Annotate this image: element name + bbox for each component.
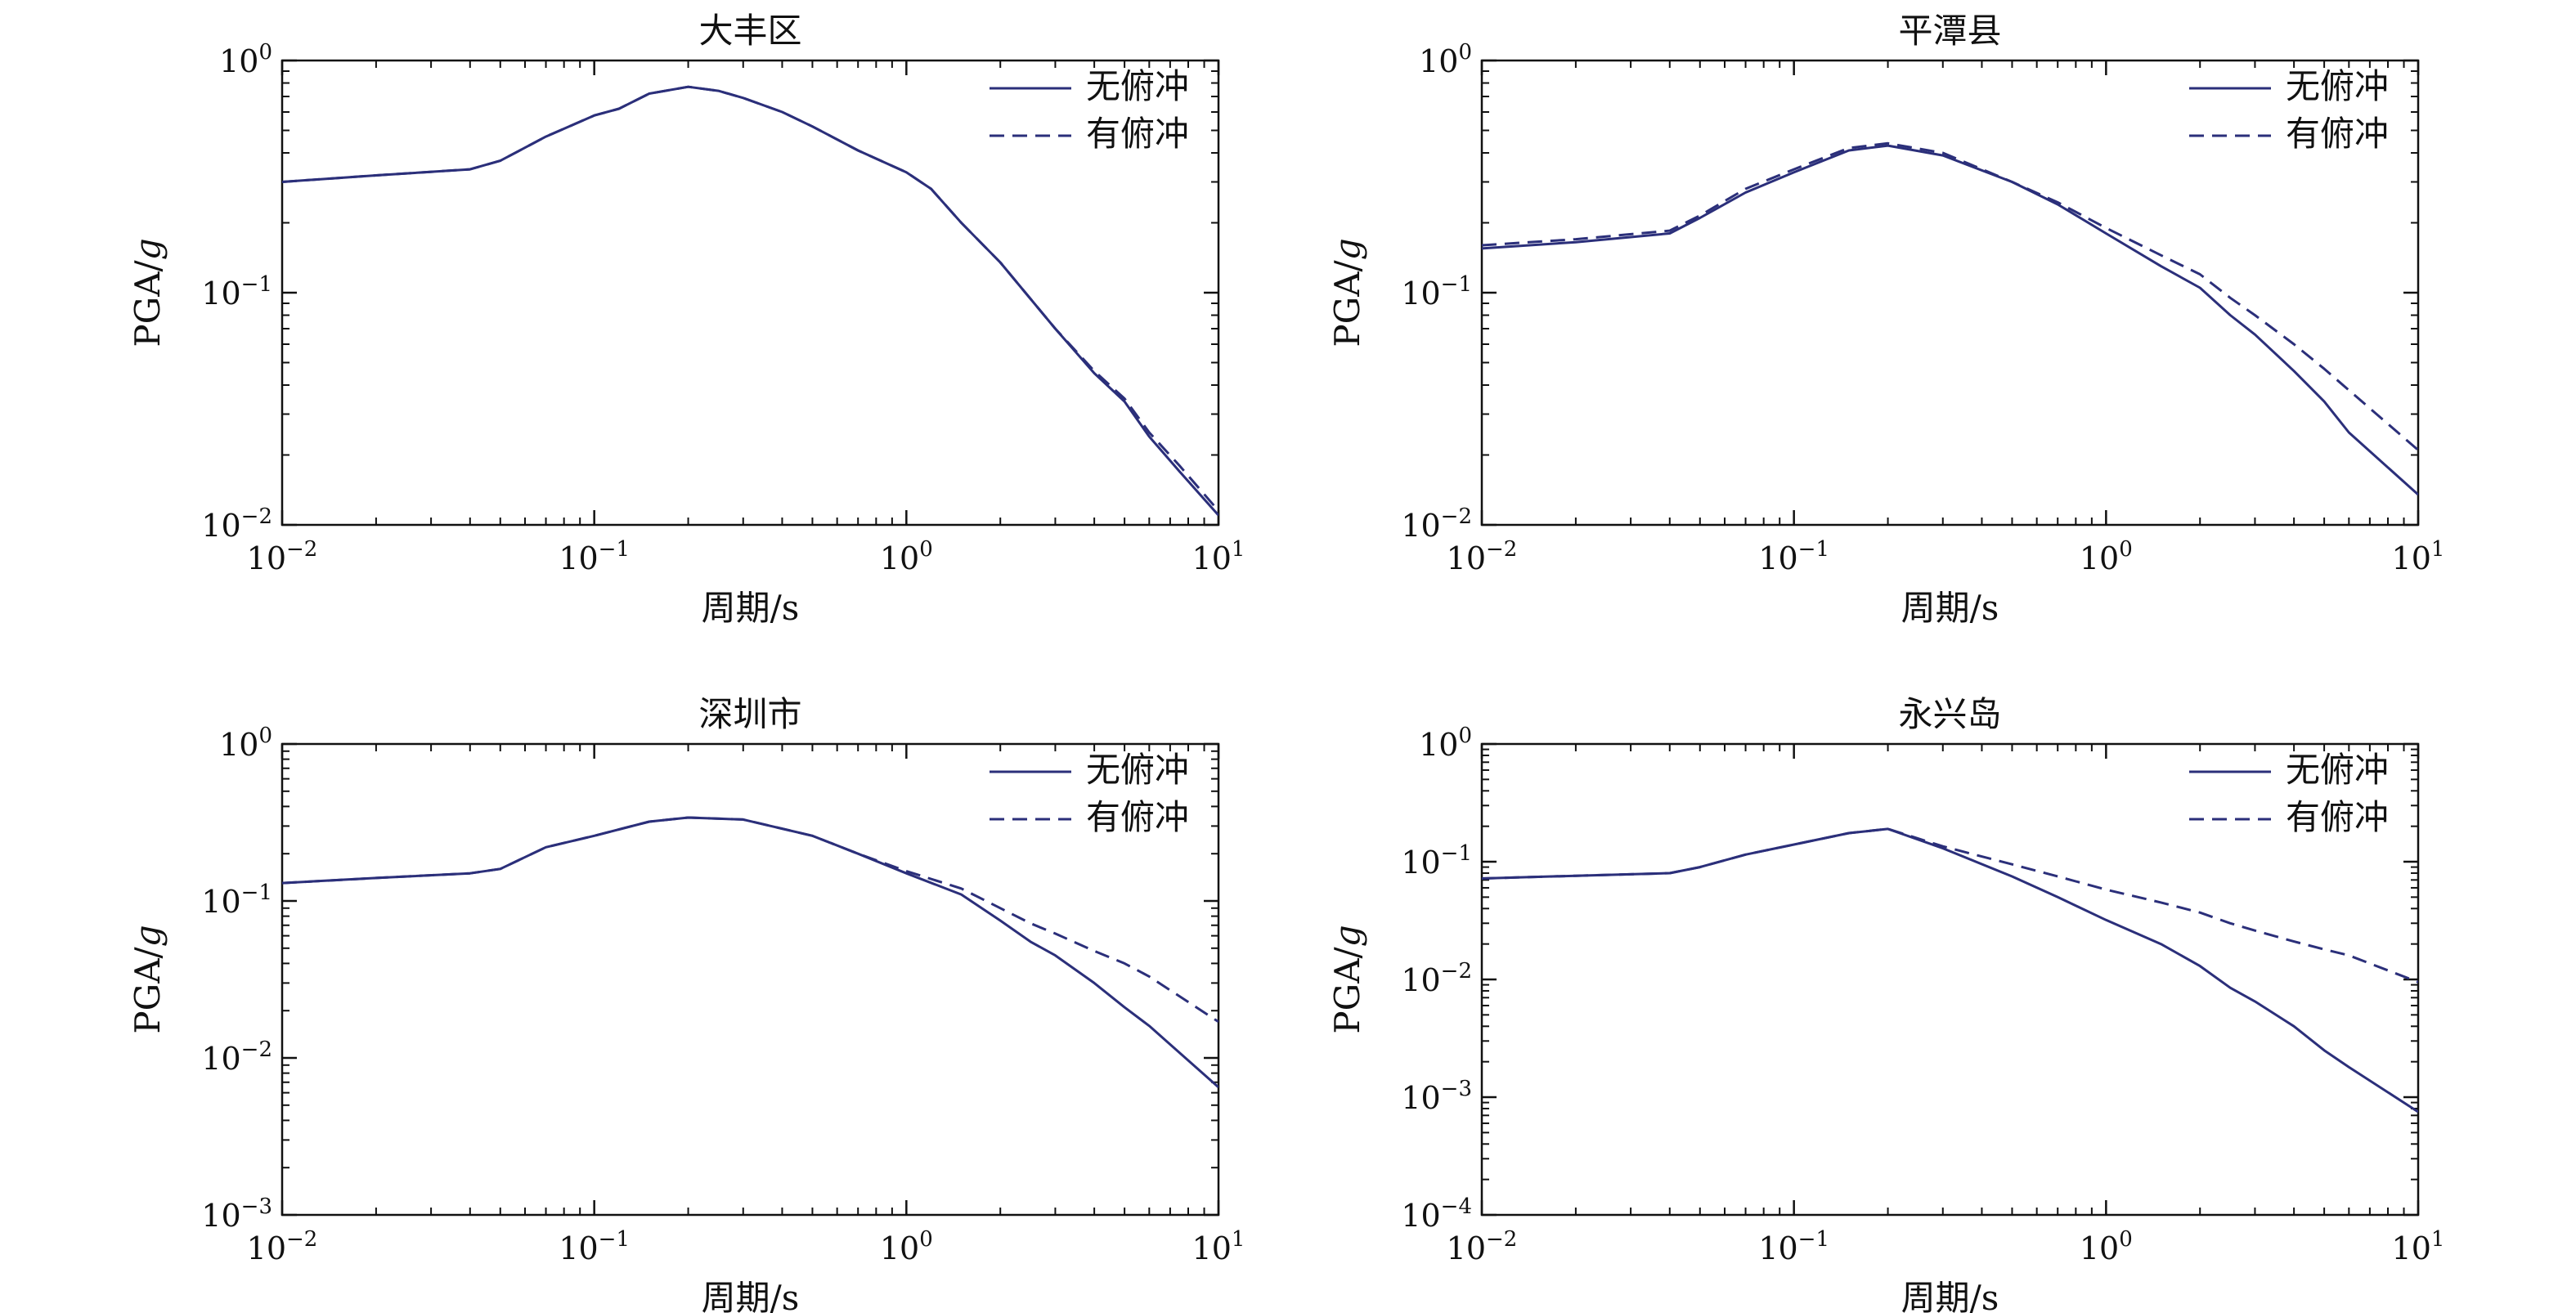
y-tick-label: 10−2 [201, 1037, 272, 1077]
chart-panel-3: 10−2 10−1 100 10110−310−210−1100深圳市周期/sPGA/… [128, 694, 1245, 1313]
x-tick-label: 100 [880, 537, 933, 576]
series-line-with-subduction [1482, 827, 2418, 984]
x-tick-label: 10−2 [247, 1227, 318, 1266]
legend-label-2: 有俯冲 [1086, 114, 1189, 154]
series-line-no-subduction [282, 85, 1218, 517]
series-line-with-subduction [282, 816, 1218, 1024]
legend-label-1: 无俯冲 [2286, 750, 2389, 790]
y-tick-label: 100 [219, 724, 272, 763]
y-tick-label: 100 [1419, 40, 1472, 79]
chart-title: 大丰区 [698, 11, 801, 51]
legend-label-1: 无俯冲 [1086, 750, 1189, 790]
x-tick-label: 10−1 [559, 537, 630, 576]
y-axis-label: PGA/g [1327, 238, 1367, 347]
legend-label-1: 无俯冲 [2286, 66, 2389, 106]
series-line-with-subduction [282, 85, 1218, 512]
x-tick-label: 100 [2080, 537, 2133, 576]
series-line-no-subduction [1482, 827, 2418, 1114]
x-tick-label: 10−1 [1758, 537, 1829, 576]
x-tick-label: 101 [1192, 537, 1245, 576]
y-axis-label: PGA/g [128, 238, 168, 347]
x-tick-label: 101 [2392, 1227, 2445, 1266]
series-line-no-subduction [282, 816, 1218, 1089]
y-tick-label: 10−1 [201, 272, 272, 311]
legend-label-2: 有俯冲 [1086, 797, 1189, 837]
y-tick-label: 10−4 [1401, 1194, 1472, 1234]
chart-title: 永兴岛 [1898, 694, 2001, 734]
x-tick-label: 10−2 [247, 537, 318, 576]
y-tick-label: 10−2 [1401, 959, 1472, 998]
x-tick-label: 10−2 [1447, 1227, 1518, 1266]
plot-frame [1480, 59, 2420, 527]
y-tick-label: 10−3 [1401, 1077, 1472, 1116]
x-tick-label: 101 [2392, 537, 2445, 576]
y-tick-label: 10−3 [201, 1194, 272, 1234]
x-axis-label: 周期/s [702, 1278, 800, 1313]
x-axis-label: 周期/s [1901, 1278, 1999, 1313]
x-axis-label: 周期/s [702, 588, 800, 628]
x-axis-label: 周期/s [1901, 588, 1999, 628]
plot-frame [280, 59, 1220, 527]
chart-title: 深圳市 [698, 694, 801, 734]
y-axis-label: PGA/g [1327, 925, 1367, 1033]
y-tick-label: 10−1 [1401, 841, 1472, 881]
chart-title: 平潭县 [1898, 11, 2001, 51]
x-tick-label: 100 [880, 1227, 933, 1266]
x-tick-label: 101 [1192, 1227, 1245, 1266]
legend-label-2: 有俯冲 [2286, 797, 2389, 837]
y-tick-label: 10−2 [1401, 504, 1472, 544]
chart-panel-4: 10−2 10−1 100 101 10−4 10−3 10−2 10−1 100 永兴岛周期/s… [1327, 694, 2444, 1313]
y-tick-label: 10−2 [201, 504, 272, 544]
y-tick-label: 100 [1419, 724, 1472, 763]
y-tick-label: 10−1 [1401, 272, 1472, 311]
x-tick-label: 100 [2080, 1227, 2133, 1266]
plot-frame [1480, 742, 2420, 1217]
legend-label-2: 有俯冲 [2286, 114, 2389, 154]
legend-label-1: 无俯冲 [1086, 66, 1189, 106]
y-tick-label: 100 [219, 40, 272, 79]
y-tick-label: 10−1 [201, 881, 272, 920]
series-line-no-subduction [1482, 144, 2418, 496]
y-axis-label: PGA/g [128, 925, 168, 1033]
x-tick-label: 10−1 [1758, 1227, 1829, 1266]
series-line-with-subduction [1482, 141, 2418, 451]
x-tick-label: 10−2 [1447, 537, 1518, 576]
x-tick-label: 10−1 [559, 1227, 630, 1266]
plot-frame [280, 742, 1220, 1217]
